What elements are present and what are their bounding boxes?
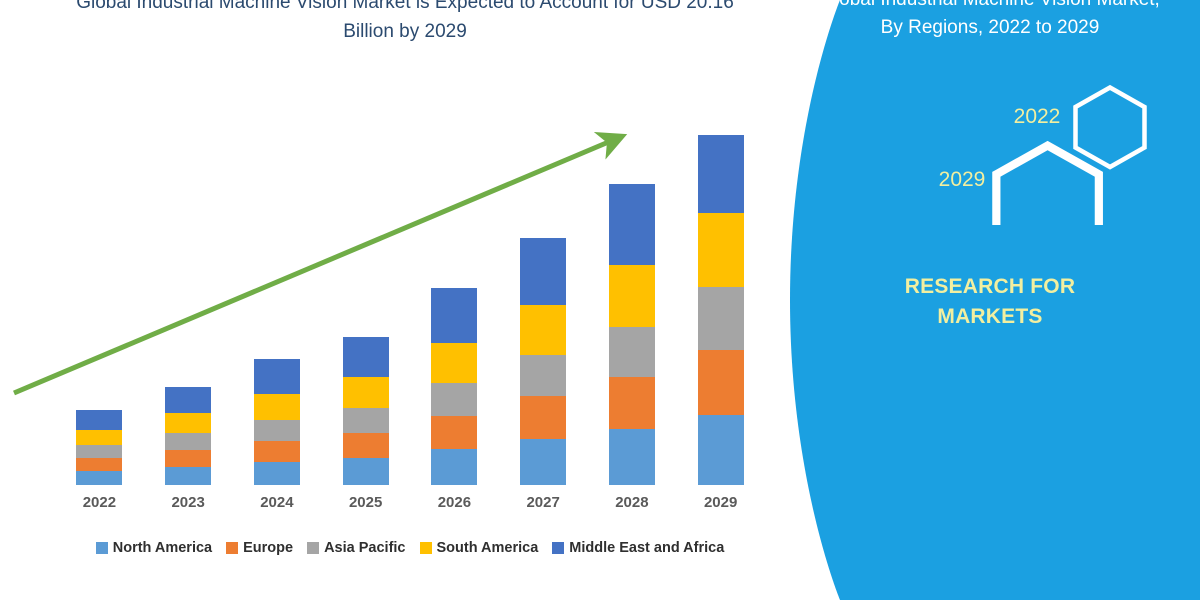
x-axis-tick: 2026 <box>437 494 472 511</box>
segment-south-america <box>697 213 744 287</box>
page-title: Global Industrial Machine Vision Market … <box>76 0 734 42</box>
legend-label: Middle East and Africa <box>569 540 725 556</box>
legend-swatch-icon <box>307 542 320 554</box>
x-axis-tick: 2024 <box>260 494 294 511</box>
segment-europe <box>165 450 212 467</box>
segment-middle-east-and-africa <box>520 238 567 305</box>
segment-asia-pacific <box>608 327 655 377</box>
hexagon-badge-label-2022: 2022 <box>1013 105 1061 128</box>
bar-group <box>55 100 765 485</box>
legend-label: Europe <box>243 540 294 556</box>
brand-line-2: MARKETS <box>937 305 1043 328</box>
hexagon-badge-label-2029: 2029 <box>938 168 986 191</box>
x-axis-tick: 2023 <box>171 494 205 511</box>
legend-swatch-icon <box>419 542 432 554</box>
x-axis-tick: 2027 <box>526 494 560 511</box>
segment-middle-east-and-africa <box>253 359 300 394</box>
segment-north-america <box>697 415 744 485</box>
panel-title: Global Industrial Machine Vision Market,… <box>820 0 1160 38</box>
bar-slot-2029 <box>676 100 765 485</box>
segment-south-america <box>342 377 389 408</box>
table-row[interactable] <box>342 337 389 485</box>
table-row[interactable] <box>165 387 212 485</box>
bar-slot-2025 <box>321 100 410 485</box>
segment-europe <box>342 433 389 458</box>
segment-europe <box>431 416 478 449</box>
hexagon-outline-icon <box>992 84 1147 225</box>
segment-middle-east-and-africa <box>76 410 123 430</box>
segment-europe <box>520 396 567 439</box>
segment-asia-pacific <box>253 420 300 441</box>
legend-swatch-icon <box>226 542 239 554</box>
table-row[interactable] <box>608 184 655 485</box>
legend-item-middle-east-and-africa[interactable]: Middle East and Africa <box>552 540 724 556</box>
segment-south-america <box>76 430 123 445</box>
segment-middle-east-and-africa <box>165 387 212 413</box>
segment-north-america <box>76 471 123 485</box>
table-row[interactable] <box>520 238 567 485</box>
segment-asia-pacific <box>76 445 123 458</box>
brand-wordmark: RESEARCH FOR MARKETS <box>810 272 1170 332</box>
x-axis-tick: 2029 <box>703 494 738 511</box>
segment-north-america <box>608 429 655 485</box>
segment-south-america <box>520 305 567 355</box>
legend-item-europe[interactable]: Europe <box>226 540 293 556</box>
table-row[interactable] <box>253 359 300 485</box>
segment-north-america <box>342 458 389 485</box>
segment-middle-east-and-africa <box>697 135 744 213</box>
bar-slot-2022 <box>55 100 144 485</box>
bar-slot-2027 <box>499 100 588 485</box>
bar-slot-2024 <box>233 100 322 485</box>
plot-region <box>0 100 800 485</box>
legend-swatch-icon <box>552 542 565 554</box>
brand-line-1: RESEARCH FOR <box>904 275 1076 298</box>
segment-middle-east-and-africa <box>431 288 478 343</box>
segment-middle-east-and-africa <box>342 337 389 377</box>
segment-europe <box>697 350 744 415</box>
chart-area: Global Industrial Machine Vision Market … <box>0 0 800 556</box>
segment-north-america <box>431 449 478 485</box>
hexagon-badges: 2022 2029 <box>900 80 1200 225</box>
x-axis-tick: 2025 <box>348 494 383 511</box>
bar-slot-2028 <box>588 100 677 485</box>
x-axis-tick: 2022 <box>82 494 117 511</box>
segment-europe <box>76 458 123 471</box>
segment-south-america <box>253 394 300 420</box>
legend-label: North America <box>112 540 213 556</box>
segment-south-america <box>608 265 655 327</box>
legend-item-south-america[interactable]: South America <box>419 540 539 556</box>
x-axis-tick: 2028 <box>615 494 649 511</box>
panel-background-shape <box>790 0 1200 600</box>
table-row[interactable] <box>431 288 478 485</box>
legend-swatch-icon <box>95 542 108 554</box>
segment-asia-pacific <box>431 383 478 416</box>
segment-asia-pacific <box>165 433 212 450</box>
legend-item-asia-pacific[interactable]: Asia Pacific <box>307 540 406 556</box>
segment-north-america <box>165 467 212 485</box>
x-axis-labels: 2022 2023 2024 2025 2026 2027 2028 2029 <box>55 494 765 511</box>
segment-north-america <box>253 462 300 485</box>
segment-south-america <box>431 343 478 383</box>
segment-south-america <box>165 413 212 433</box>
segment-europe <box>608 377 655 429</box>
legend-label: Asia Pacific <box>324 540 406 556</box>
right-panel: Global Industrial Machine Vision Market,… <box>780 0 1200 600</box>
bar-slot-2023 <box>144 100 233 485</box>
panel-content: Global Industrial Machine Vision Market,… <box>780 0 1200 600</box>
segment-asia-pacific <box>697 287 744 350</box>
legend-label: South America <box>436 540 539 556</box>
segment-asia-pacific <box>520 355 567 396</box>
segment-asia-pacific <box>342 408 389 433</box>
bar-slot-2026 <box>410 100 499 485</box>
chart-legend: North America Europe Asia Pacific South … <box>40 540 780 556</box>
segment-north-america <box>520 439 567 485</box>
segment-middle-east-and-africa <box>608 184 655 265</box>
legend-item-north-america[interactable]: North America <box>95 540 213 556</box>
table-row[interactable] <box>76 410 123 485</box>
table-row[interactable] <box>697 135 744 485</box>
segment-europe <box>253 441 300 462</box>
